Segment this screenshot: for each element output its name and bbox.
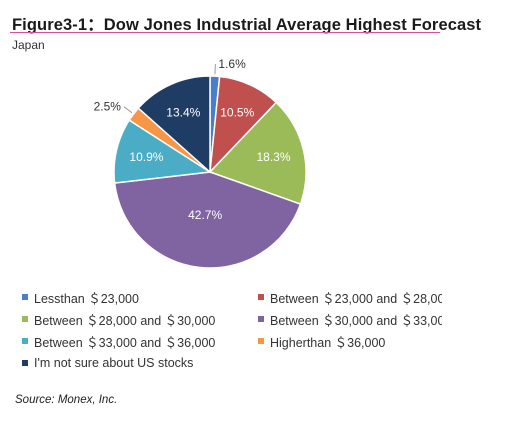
legend-swatch bbox=[258, 316, 264, 322]
pie-slice bbox=[113, 171, 302, 269]
legend-item: Between ＄23,000 and ＄28,000 bbox=[258, 288, 442, 306]
legend-label: Between ＄28,000 and ＄30,000 bbox=[34, 313, 216, 328]
legend-swatch bbox=[22, 360, 28, 366]
pie-chart: 1.6% 10.5% 18.3% 42.7% 10.9% 2.5% 13.4% bbox=[94, 57, 307, 269]
legend-label: Between ＄30,000 and ＄33,000 bbox=[270, 313, 442, 328]
pie-slice bbox=[113, 119, 213, 184]
legend-item: I'm not sure about US stocks bbox=[22, 354, 248, 370]
slice-label: 42.7% bbox=[188, 208, 222, 222]
chart-subtitle: Japan bbox=[12, 38, 45, 52]
legend-item: Between ＄33,000 and ＄36,000 bbox=[22, 332, 248, 350]
legend-label: Between ＄33,000 and ＄36,000 bbox=[34, 335, 216, 350]
legend-swatch bbox=[22, 316, 28, 322]
legend-item: Lessthan ＄23,000 bbox=[22, 288, 248, 306]
pie-slice bbox=[137, 75, 211, 174]
source-note: Source: Monex, Inc. bbox=[15, 394, 118, 406]
slice-label: 13.4% bbox=[166, 105, 200, 119]
legend-label: I'm not sure about US stocks bbox=[34, 356, 194, 370]
title-underline bbox=[10, 32, 440, 33]
slice-label: 10.9% bbox=[129, 150, 163, 164]
chart-legend: Lessthan ＄23,000 Between ＄23,000 and ＄28,… bbox=[22, 288, 442, 370]
leader-line bbox=[123, 106, 133, 114]
legend-swatch bbox=[22, 294, 28, 300]
slice-label: 18.3% bbox=[256, 150, 290, 164]
leader-line bbox=[214, 64, 216, 75]
legend-item: Between ＄28,000 and ＄30,000 bbox=[22, 310, 248, 328]
slice-label: 1.6% bbox=[218, 57, 246, 71]
legend-item: Between ＄30,000 and ＄33,000 bbox=[258, 310, 442, 328]
legend-label: Lessthan ＄23,000 bbox=[34, 291, 139, 306]
legend-label: Between ＄23,000 and ＄28,000 bbox=[270, 291, 442, 306]
legend-item: Higherthan ＄36,000 bbox=[258, 332, 442, 350]
figure-title: Figure3-1：Dow Jones Industrial Average H… bbox=[12, 16, 482, 34]
slice-label: 2.5% bbox=[94, 100, 122, 114]
legend-swatch bbox=[258, 338, 264, 344]
pie-slice bbox=[208, 101, 307, 206]
legend-swatch bbox=[258, 294, 264, 300]
legend-swatch bbox=[22, 338, 28, 344]
slice-label: 10.5% bbox=[220, 106, 254, 120]
legend-label: Higherthan ＄36,000 bbox=[270, 335, 386, 350]
